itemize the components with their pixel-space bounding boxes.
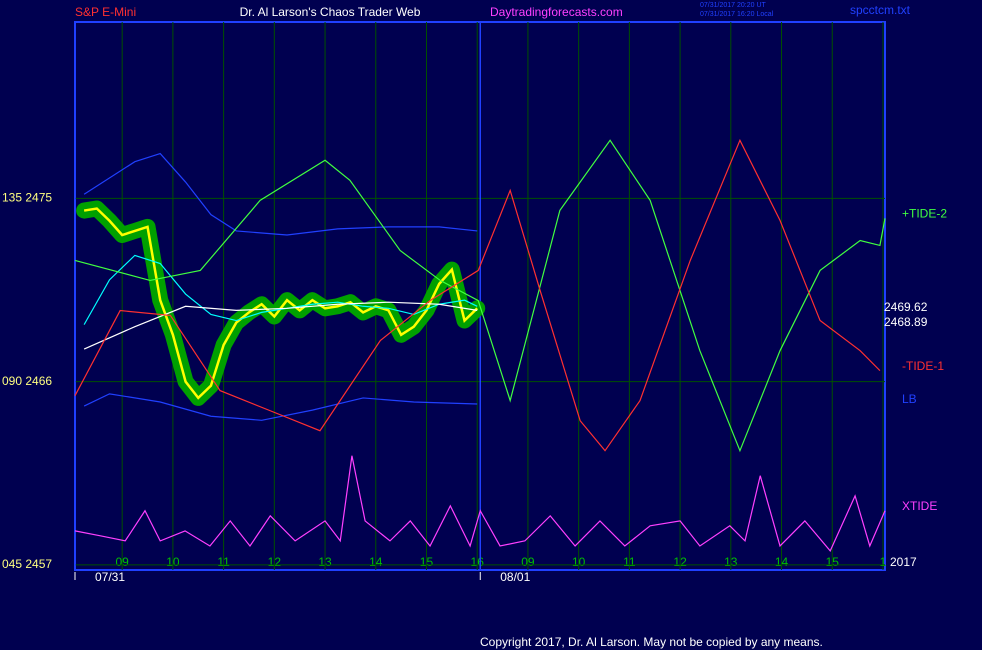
x-tick-label: 11 (217, 555, 230, 569)
year: 2017 (890, 555, 917, 569)
file-name: spcctcm.txt (850, 3, 911, 17)
series-line (83, 301, 478, 350)
site: Daytradingforecasts.com (490, 5, 623, 19)
series-line (83, 393, 478, 421)
x-tick-label: 13 (724, 555, 738, 569)
x-tick-label: 10 (572, 555, 586, 569)
y-tick-label: 090 2466 (2, 374, 52, 388)
date-label: 08/01 (500, 570, 530, 584)
series-line (74, 455, 886, 552)
timestamp: 07/31/2017 16:20 Local (700, 11, 774, 18)
series-label: XTIDE (902, 499, 937, 513)
x-tick-label: 11 (623, 555, 636, 569)
chart-title: Dr. Al Larson's Chaos Trader Web (240, 5, 421, 19)
last-value: 2469.62 (884, 300, 928, 314)
y-tick-label: 045 2457 (2, 557, 52, 571)
date-label: 07/31 (95, 570, 125, 584)
x-tick-label: 1 (880, 555, 887, 569)
copyright: Copyright 2017, Dr. Al Larson. May not b… (480, 635, 823, 649)
series-line (83, 152, 478, 236)
x-tick-label: 13 (318, 555, 332, 569)
series-label: -TIDE-1 (902, 359, 944, 373)
y-tick-label: 135 2475 (2, 191, 52, 205)
x-tick-label: 09 (521, 555, 535, 569)
x-tick-label: 14 (369, 555, 383, 569)
series-label: LB (902, 392, 917, 406)
last-value: 2468.89 (884, 315, 928, 329)
x-tick-label: 10 (166, 555, 180, 569)
x-tick-label: 09 (115, 555, 129, 569)
series-line (74, 139, 886, 453)
x-tick-label: 14 (775, 555, 789, 569)
timestamp: 07/31/2017 20:20 UT (700, 2, 766, 9)
series-line (74, 138, 881, 452)
x-tick-label: 15 (826, 555, 840, 569)
x-tick-label: 15 (420, 555, 434, 569)
x-tick-label: 16 (471, 555, 485, 569)
symbol: S&P E-Mini (75, 5, 136, 19)
series-label: +TIDE-2 (902, 206, 947, 220)
x-tick-label: 12 (673, 555, 687, 569)
x-tick-label: 12 (268, 555, 282, 569)
